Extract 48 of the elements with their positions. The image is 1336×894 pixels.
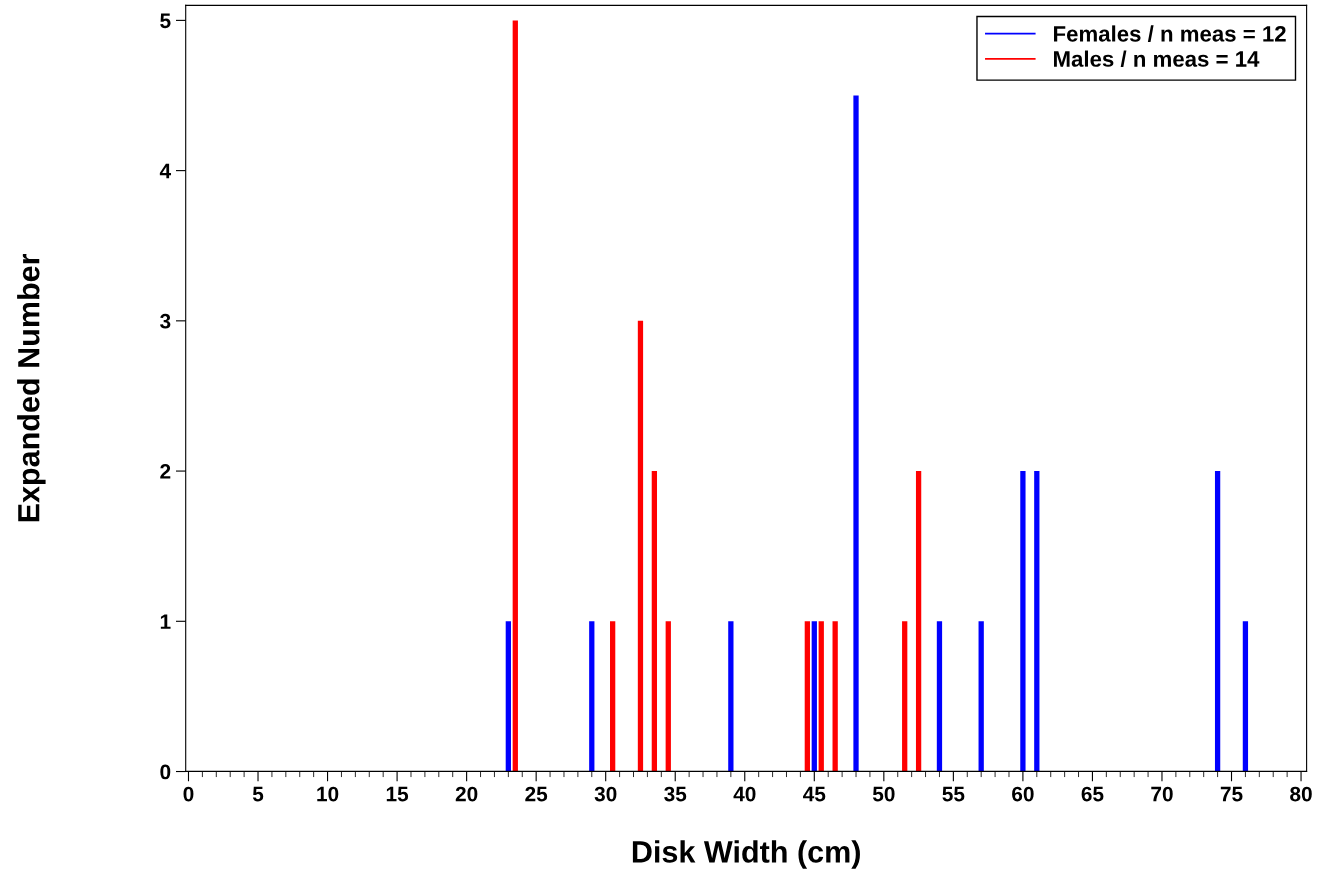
bar [505,621,511,772]
bar [728,621,734,772]
legend-label: Males / n meas = 14 [1054,50,1260,68]
x-tick-label: 80 [1290,786,1312,802]
y-tick-label: 0 [160,764,171,780]
x-tick-label: 15 [386,786,409,802]
y-tick-label: 4 [159,163,172,179]
bar [651,471,658,772]
bar [811,621,817,772]
bar [610,621,616,772]
y-tick-label: 1 [160,614,171,629]
x-tick-label: 70 [1151,786,1173,802]
bar [804,621,810,772]
bar [665,621,671,772]
x-tick-label: 50 [872,786,895,802]
x-tick-label: 35 [664,786,687,802]
y-tick-label: 3 [160,313,171,329]
legend-label: Females / n meas = 12 [1054,25,1286,42]
x-tick-label: 60 [1012,786,1034,802]
y-tick-label: 2 [160,464,171,479]
x-tick-label: 0 [183,786,194,802]
y-tick-label: 5 [160,13,171,29]
bar [1020,471,1026,772]
bar [1214,471,1221,772]
bar [936,621,943,772]
bar [853,95,859,772]
bar [1034,471,1040,772]
bar [832,621,838,772]
bar [915,471,922,772]
bar [818,621,824,772]
x-tick-label: 65 [1081,786,1104,802]
bar [1242,621,1249,772]
x-tick-label: 40 [733,786,756,802]
x-tick-label: 30 [594,786,617,802]
x-tick-label: 55 [942,786,965,802]
bar [512,20,518,772]
x-tick-label: 25 [525,786,548,802]
x-tick-label: 20 [455,786,478,802]
x-tick-label: 75 [1220,786,1243,802]
x-tick-label: 10 [317,786,339,802]
x-axis-title: Disk Width (cm) [632,840,860,869]
bar [589,621,595,772]
bar [978,621,984,772]
y-axis-title: Expanded Number [17,253,46,522]
x-tick-label: 45 [803,786,826,802]
x-tick-label: 5 [252,786,264,802]
bar [637,320,644,772]
bar [902,621,908,772]
